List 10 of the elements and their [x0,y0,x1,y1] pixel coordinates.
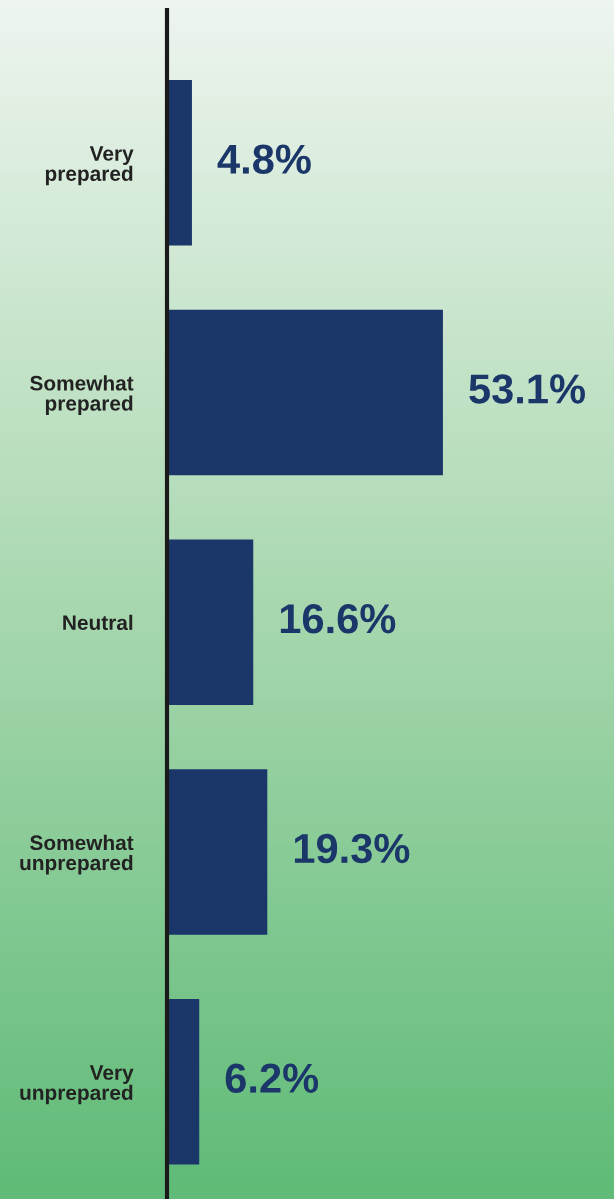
data-label: 53.1% [469,374,585,404]
y-tick-label: Somewhat prepared [30,375,134,415]
y-tick-label: Very unprepared [20,1065,134,1105]
data-label: 19.3% [294,833,410,864]
data-label: 4.8% [217,144,311,174]
data-label: 6.2% [225,1063,319,1094]
data-label: 16.6% [280,603,396,634]
y-tick-label: Very prepared [45,146,134,186]
y-tick-label: Somewhat unprepared [20,834,134,875]
y-tick-label: Neutral [63,614,133,631]
